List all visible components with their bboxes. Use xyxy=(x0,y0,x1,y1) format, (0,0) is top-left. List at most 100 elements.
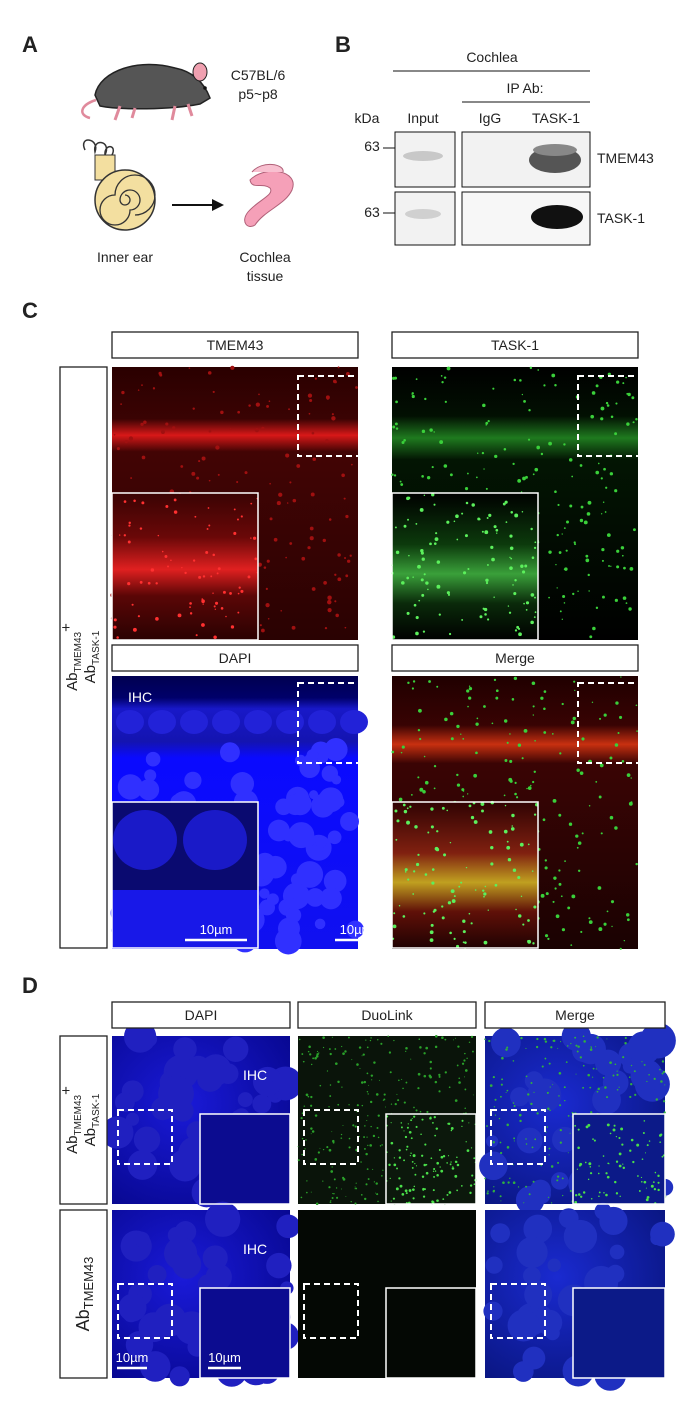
speckle xyxy=(237,611,240,614)
speckle xyxy=(212,553,216,557)
speckle xyxy=(576,846,579,849)
condition-label: AbTMEM43+AbTASK-1 xyxy=(58,1086,102,1154)
speckle xyxy=(434,1134,437,1137)
panel-label: C xyxy=(22,298,38,323)
speckle xyxy=(589,1086,592,1089)
speckle xyxy=(483,892,487,896)
speckle xyxy=(573,541,576,544)
speckle xyxy=(582,1191,586,1194)
speckle xyxy=(212,390,215,394)
speckle xyxy=(450,889,455,894)
speckle xyxy=(217,473,220,476)
speckle xyxy=(510,557,513,560)
speckle xyxy=(488,1039,491,1043)
speckle xyxy=(661,1072,664,1075)
speckle xyxy=(469,1191,472,1195)
speckle xyxy=(356,1063,359,1066)
speckle xyxy=(337,1103,340,1106)
speckle xyxy=(527,438,531,441)
speckle xyxy=(596,1036,599,1039)
speckle xyxy=(657,1181,660,1184)
inset-border xyxy=(385,1287,477,1379)
speckle xyxy=(507,1309,540,1342)
speckle xyxy=(412,576,414,578)
nucleus xyxy=(340,710,368,734)
speckle xyxy=(494,1114,497,1116)
speckle xyxy=(523,399,526,403)
speckle xyxy=(575,834,579,838)
antibody: Ab xyxy=(82,665,99,683)
speckle xyxy=(366,1091,369,1093)
speckle xyxy=(520,1036,523,1040)
nucleus xyxy=(148,710,176,734)
speckle xyxy=(230,772,255,796)
speckle xyxy=(589,1172,593,1175)
speckle xyxy=(533,1091,535,1093)
speckle xyxy=(376,1126,379,1129)
speckle xyxy=(348,1137,351,1140)
speckle xyxy=(502,1181,505,1185)
speckle xyxy=(454,1160,458,1164)
speckle xyxy=(454,1174,458,1178)
speckle xyxy=(446,366,451,371)
speckle xyxy=(456,783,461,787)
speckle xyxy=(495,696,499,700)
speckle xyxy=(527,1078,562,1113)
speckle xyxy=(493,1186,495,1188)
speckle xyxy=(531,1146,534,1149)
antibody-sub: TMEM43 xyxy=(81,1257,96,1310)
speckle xyxy=(603,713,607,717)
speckle xyxy=(165,422,169,426)
speckle xyxy=(525,609,528,611)
speckle xyxy=(208,524,211,527)
speckle xyxy=(266,1252,292,1279)
speckle xyxy=(402,915,406,918)
speckle xyxy=(184,571,187,575)
speckle xyxy=(605,1172,608,1175)
speckle xyxy=(421,1154,424,1157)
speckle xyxy=(275,798,292,816)
speckle xyxy=(450,1161,452,1163)
speckle xyxy=(577,869,581,872)
speckle xyxy=(456,773,459,777)
speckle xyxy=(548,1154,550,1156)
speckle xyxy=(661,1155,664,1158)
speckle xyxy=(423,573,426,576)
speckle xyxy=(458,1077,461,1080)
speckle xyxy=(571,475,574,478)
speckle xyxy=(423,1074,427,1078)
speckle xyxy=(433,503,436,506)
speckle xyxy=(331,1036,333,1038)
speckle xyxy=(483,895,485,898)
speckle xyxy=(438,1075,441,1078)
speckle xyxy=(150,568,155,572)
speckle xyxy=(624,1042,627,1045)
speckle xyxy=(259,888,270,899)
speckle xyxy=(141,384,143,386)
micrograph xyxy=(200,1114,290,1204)
micrograph xyxy=(112,493,258,640)
speckle xyxy=(377,1136,380,1139)
speckle xyxy=(555,564,557,566)
speckle xyxy=(484,1177,487,1180)
speckle xyxy=(230,365,235,370)
speckle xyxy=(365,1039,367,1041)
speckle xyxy=(455,944,460,949)
speckle xyxy=(609,1061,612,1065)
speckle xyxy=(599,763,604,768)
speckle xyxy=(598,1165,600,1167)
speckle xyxy=(621,554,624,557)
speckle xyxy=(117,774,144,800)
speckle xyxy=(625,602,628,605)
speckle xyxy=(464,941,467,944)
speckle xyxy=(431,868,435,871)
speckle xyxy=(646,1144,649,1147)
speckle xyxy=(659,1141,662,1144)
antibody-sub: TMEM43 xyxy=(73,1094,84,1135)
speckle xyxy=(662,1100,666,1103)
speckle xyxy=(468,687,473,691)
speckle xyxy=(215,601,219,605)
speckle xyxy=(265,602,270,608)
speckle xyxy=(472,1094,474,1096)
speckle xyxy=(314,377,317,380)
